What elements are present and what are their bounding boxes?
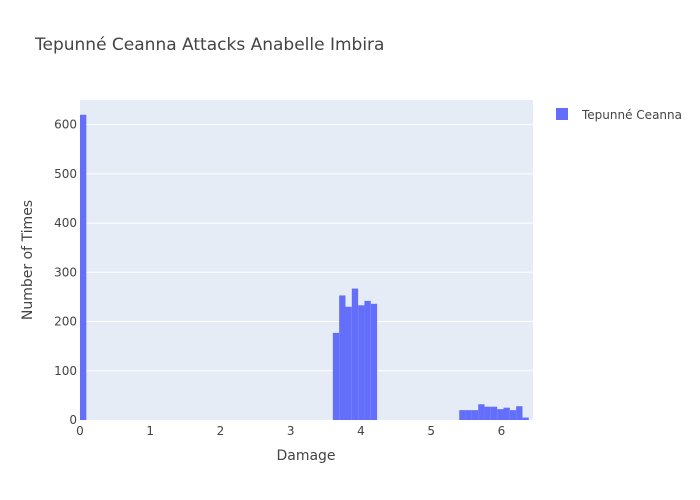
histogram-bar[interactable] [497, 409, 504, 420]
x-tick-label: 3 [287, 424, 295, 438]
x-tick-label: 2 [217, 424, 225, 438]
plot-area [80, 100, 533, 420]
histogram-bar[interactable] [471, 410, 479, 420]
x-tick-label: 5 [427, 424, 435, 438]
gridlines [80, 124, 533, 372]
histogram-bar[interactable] [332, 332, 340, 420]
y-axis-title: Number of Times [20, 200, 36, 320]
histogram-bar[interactable] [364, 300, 371, 420]
chart-title: Tepunné Ceanna Attacks Anabelle Imbira [34, 35, 384, 55]
y-tick-label: 600 [54, 118, 77, 132]
x-tick-label: 6 [498, 424, 506, 438]
y-tick-label: 200 [54, 315, 77, 329]
histogram-bar[interactable] [345, 306, 352, 420]
histogram-bar[interactable] [351, 288, 359, 420]
legend-swatch [556, 108, 568, 120]
histogram-bar[interactable] [465, 410, 472, 420]
x-tick-label: 0 [76, 424, 84, 438]
bars-group [80, 114, 529, 421]
y-tick-label: 500 [54, 167, 77, 181]
histogram-bar[interactable] [459, 410, 466, 420]
histogram-bar[interactable] [490, 406, 498, 420]
y-tick-label: 100 [54, 364, 77, 378]
y-axis-ticks: 0 100 200 300 400 500 600 [54, 118, 77, 427]
legend[interactable]: Tepunné Ceanna [556, 108, 682, 122]
x-axis-ticks: 0 1 2 3 4 5 6 [76, 424, 505, 438]
legend-label: Tepunné Ceanna [581, 108, 682, 122]
histogram-bar[interactable] [358, 305, 365, 420]
x-tick-label: 1 [146, 424, 154, 438]
histogram-bar[interactable] [339, 295, 346, 420]
y-tick-label: 300 [54, 265, 77, 279]
histogram-bar[interactable] [516, 406, 523, 420]
histogram-bar[interactable] [522, 417, 529, 420]
histogram-bar[interactable] [503, 407, 510, 420]
x-tick-label: 4 [357, 424, 365, 438]
histogram-bar[interactable] [370, 303, 378, 420]
y-tick-label: 400 [54, 216, 77, 230]
y-tick-label: 0 [69, 413, 77, 427]
histogram-bar[interactable] [478, 404, 485, 420]
histogram-bar[interactable] [80, 114, 87, 421]
histogram-bar[interactable] [509, 410, 517, 420]
x-axis-title: Damage [276, 448, 335, 464]
histogram-bar[interactable] [484, 406, 491, 420]
